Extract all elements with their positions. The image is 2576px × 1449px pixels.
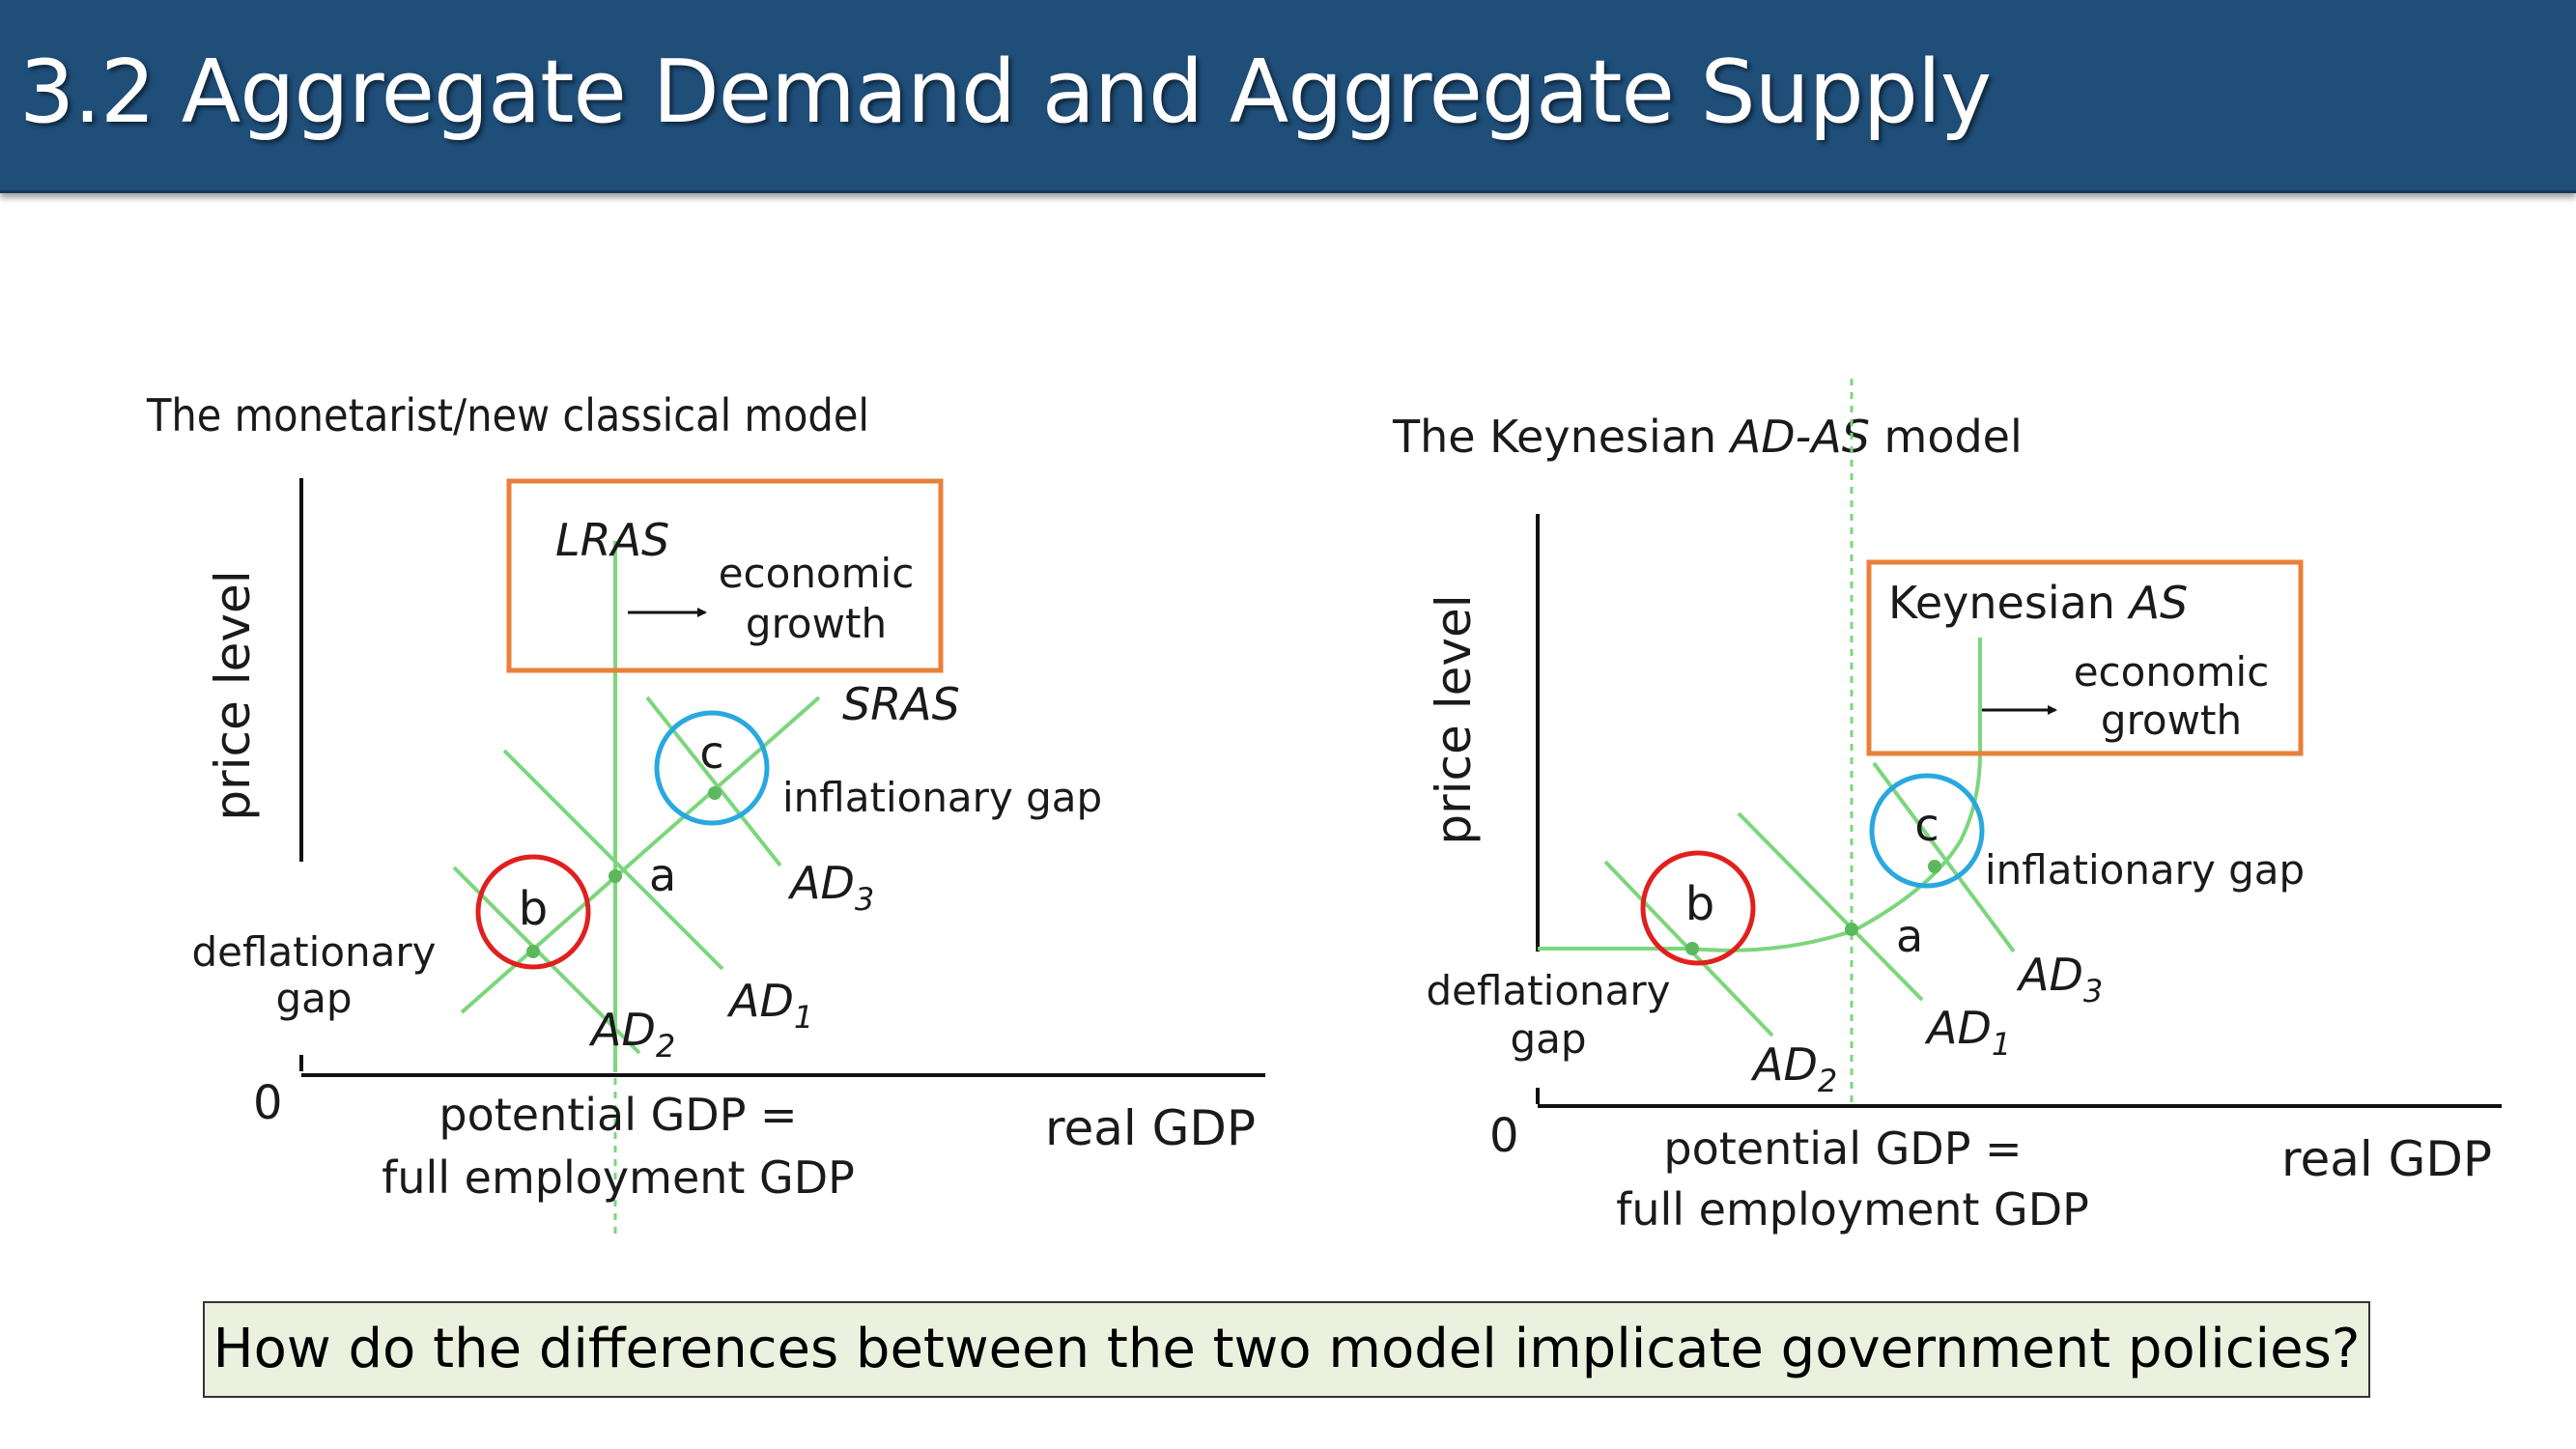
inflationary-gap-label: inflationary gap [782,774,1102,821]
point-c-label: c [1914,799,1939,851]
ad2-label: AD2 [588,1004,675,1065]
deflationary-gap-label-line1: deflationary [191,928,436,976]
y-axis-label: price level [205,570,261,820]
title-bar: 3.2 Aggregate Demand and Aggregate Suppl… [0,0,2576,193]
origin-label: 0 [253,1076,283,1130]
ad2-label: AD2 [1750,1038,1837,1099]
sras-curve [460,696,821,1014]
point-b-label: b [519,882,548,936]
origin-label: 0 [1489,1109,1519,1163]
growth-label-line1: economic [719,550,915,597]
lras-label: LRAS [555,514,669,566]
potential-gdp-label-line1: potential GDP = [1663,1122,2022,1175]
deflationary-gap-label-line1: deflationary [1426,967,1670,1014]
discussion-question: How do the differences between the two m… [203,1301,2370,1398]
deflationary-gap-label-line2: gap [275,975,352,1022]
keynesian-diagram: The Keynesian AD-AS model price level re… [1392,379,2502,1236]
equilibrium-point-b [526,945,540,958]
ad1-label: AD1 [1924,1002,2011,1063]
slide-title: 3.2 Aggregate Demand and Aggregate Suppl… [19,42,1992,143]
inflationary-gap-label: inflationary gap [1985,846,2305,894]
growth-label-line1: economic [2074,648,2270,696]
x-axis-label: real GDP [2281,1131,2492,1187]
point-c-label: c [699,726,723,779]
potential-gdp-label-line1: potential GDP = [439,1089,797,1141]
economic-growth-box [1866,559,2304,756]
potential-gdp-label-line2: full employment GDP [1616,1183,2089,1236]
ad3-curve [1872,761,2016,953]
y-axis-label: price level [1426,594,1482,844]
circle-c-highlight [1869,773,1985,889]
equilibrium-point-c [1928,860,1941,873]
circle-c-highlight [654,710,770,826]
ad1-label: AD1 [726,975,813,1036]
potential-gdp-label-line2: full employment GDP [382,1151,855,1204]
equilibrium-point-b [1685,942,1699,955]
point-b-label: b [1685,877,1714,931]
x-axis-label: real GDP [1045,1100,1256,1156]
equilibrium-point-a [1845,923,1858,936]
circle-b-highlight [475,854,591,970]
ad3-label: AD3 [787,857,874,918]
monetarist-diagram-title: The monetarist/new classical model [146,389,869,441]
keynesian-as-curve [1538,638,1982,952]
keynesian-as-label: Keynesian AS [1888,577,2188,629]
ad3-curve [645,696,782,867]
point-a-label: a [649,849,676,901]
growth-label-line2: growth [2101,696,2242,744]
monetarist-diagram: The monetarist/new classical model price… [146,389,1265,1236]
equilibrium-point-c [708,786,722,800]
deflationary-gap-label-line2: gap [1510,1015,1586,1063]
growth-label-line2: growth [746,600,887,647]
economic-growth-box [506,478,944,673]
ad2-curve [452,866,641,1055]
ad3-label: AD3 [2016,949,2103,1009]
sras-label: SRAS [842,678,960,730]
point-a-label: a [1896,910,1923,962]
ad1-curve [502,749,724,971]
equilibrium-point-a [609,869,622,883]
ad1-curve [1737,811,1924,1002]
keynesian-diagram-title: The Keynesian AD-AS model [1392,411,2023,463]
circle-b-highlight [1640,850,1756,966]
